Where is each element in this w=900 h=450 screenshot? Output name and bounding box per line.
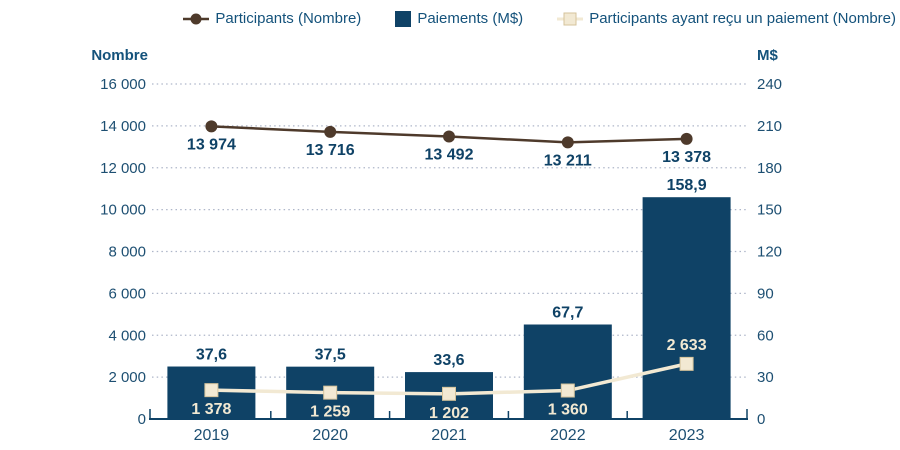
bar-value-label: 37,5	[315, 347, 346, 364]
participants-point-2019	[205, 120, 218, 133]
legend-label: Participants ayant reçu un paiement (Nom…	[589, 10, 896, 27]
participants-value-label: 13 211	[544, 152, 592, 169]
recipients-point-2019	[204, 383, 219, 398]
chart-legend: Participants (Nombre) Paiements (M$) Par…	[0, 10, 896, 27]
recipients-value-label: 1 378	[191, 401, 231, 418]
participants-value-label: 13 716	[306, 142, 355, 159]
participants-point-2023	[680, 132, 693, 145]
square-line-marker-icon	[557, 12, 584, 25]
legend-label: Participants (Nombre)	[215, 10, 362, 27]
participants-value-label: 13 492	[425, 147, 474, 164]
right-axis-tick-label: 0	[757, 411, 765, 428]
x-axis-category-label: 2021	[431, 427, 467, 444]
recipients-value-label: 1 202	[429, 405, 469, 422]
recipients-point-2021	[442, 386, 456, 401]
recipients-value-label: 1 259	[310, 404, 350, 421]
left-axis-tick-label: 8 000	[108, 244, 146, 261]
bar-value-label: 37,6	[196, 347, 227, 364]
left-axis-tick-label: 14 000	[100, 118, 146, 135]
recipients-value-label: 2 633	[667, 337, 707, 354]
bar-2022	[523, 324, 612, 419]
left-axis-tick-label: 2 000	[108, 369, 146, 386]
legend-item-participants: Participants (Nombre)	[183, 10, 361, 27]
square-marker-icon	[395, 10, 412, 27]
participants-point-2020	[324, 125, 337, 138]
right-axis-title: M$	[757, 47, 778, 64]
right-axis-tick-label: 180	[757, 160, 782, 177]
participants-value-label: 13 974	[187, 136, 236, 153]
right-axis-tick-label: 60	[757, 327, 774, 344]
right-axis-tick-label: 90	[757, 285, 774, 302]
bar-value-label: 33,6	[433, 352, 464, 369]
bar-2023	[642, 197, 731, 419]
left-axis-tick-label: 12 000	[100, 160, 146, 177]
legend-label: Paiements (M$)	[417, 10, 524, 27]
right-axis-tick-label: 30	[757, 369, 774, 386]
legend-item-participants-paiement: Participants ayant reçu un paiement (Nom…	[557, 10, 896, 27]
left-axis-tick-label: 10 000	[100, 202, 146, 219]
right-axis-tick-label: 210	[757, 118, 782, 135]
x-axis-category-label: 2023	[669, 427, 705, 444]
recipients-point-2022	[560, 383, 575, 398]
right-axis-tick-label: 240	[757, 76, 782, 93]
left-axis-tick-label: 16 000	[100, 76, 146, 93]
legend-item-paiements: Paiements (M$)	[395, 10, 523, 27]
x-axis-category-label: 2022	[550, 427, 586, 444]
x-axis-category-label: 2019	[194, 427, 230, 444]
right-axis-tick-label: 120	[757, 244, 782, 261]
recipients-value-label: 1 360	[548, 402, 588, 419]
left-axis-tick-label: 0	[138, 411, 146, 428]
participants-value-label: 13 378	[662, 149, 711, 166]
recipients-point-2023	[679, 356, 694, 371]
left-axis-title: Nombre	[91, 47, 148, 64]
left-axis-tick-label: 4 000	[108, 327, 146, 344]
participants-point-2021	[443, 130, 455, 143]
left-axis-tick-label: 6 000	[108, 285, 146, 302]
participants-point-2022	[561, 136, 574, 149]
bar-value-label: 158,9	[667, 177, 707, 194]
recipients-point-2020	[323, 385, 338, 400]
circle-line-marker-icon	[183, 13, 210, 24]
x-axis-category-label: 2020	[312, 427, 348, 444]
bar-value-label: 67,7	[552, 305, 583, 322]
right-axis-tick-label: 150	[757, 202, 782, 219]
